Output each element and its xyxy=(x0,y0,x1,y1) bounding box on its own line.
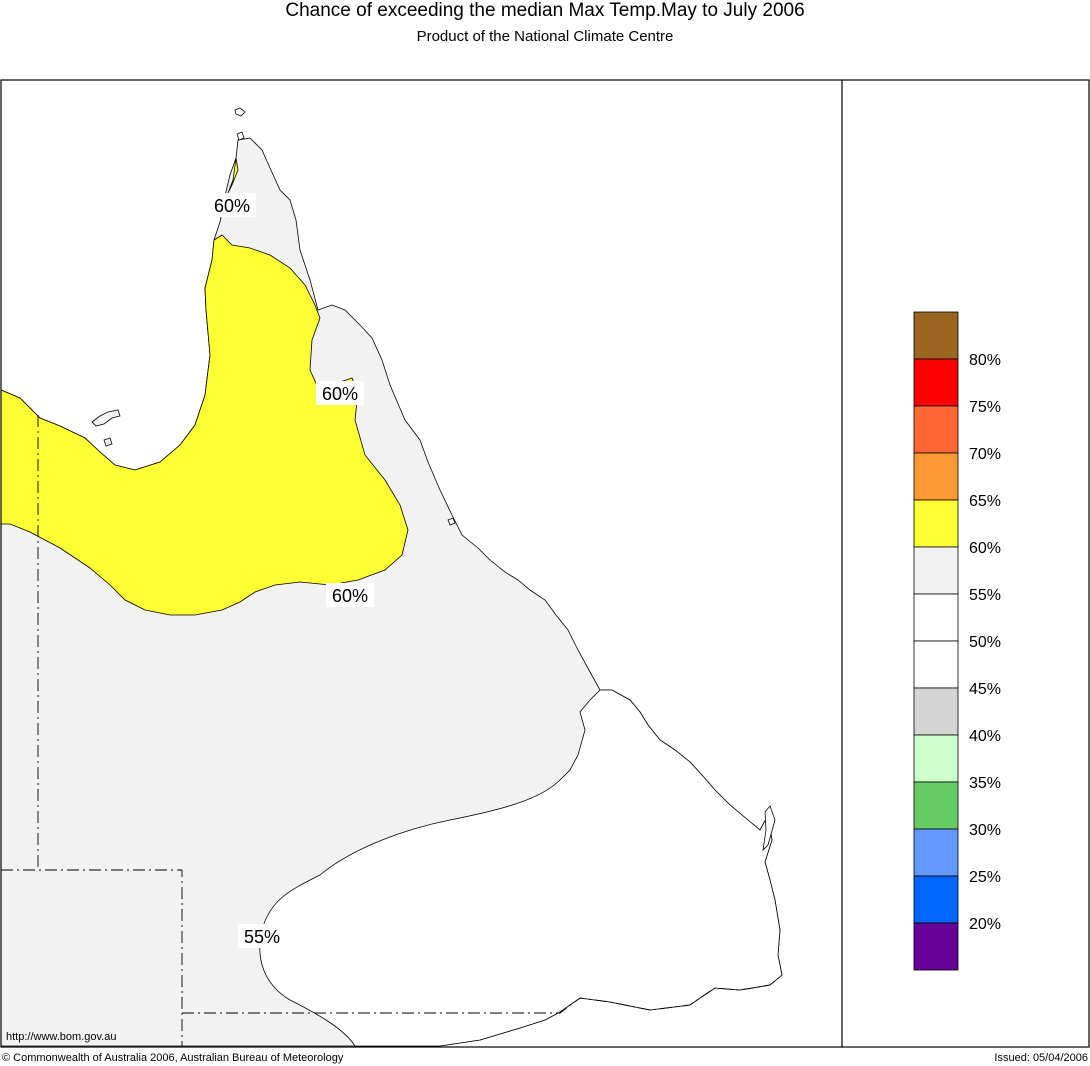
legend-label: 40% xyxy=(969,728,1001,745)
legend-swatch xyxy=(913,640,959,689)
white-50-55-zone xyxy=(259,689,783,1047)
island-fraser xyxy=(762,805,776,852)
island-east-1 xyxy=(447,517,456,526)
legend-swatch xyxy=(913,311,959,360)
legend-label: 60% xyxy=(969,540,1001,557)
contour-label: 60% xyxy=(326,583,374,607)
legend-swatch xyxy=(913,687,959,736)
contour-label-text: 60% xyxy=(214,196,250,216)
contour-label-text: 60% xyxy=(322,384,358,404)
island-torres-2 xyxy=(236,131,245,141)
copyright-text: © Commonwealth of Australia 2006, Austra… xyxy=(2,1052,344,1064)
page-subtitle: Product of the National Climate Centre xyxy=(416,28,674,45)
legend-swatch xyxy=(913,922,959,971)
outer-frame xyxy=(0,79,1090,1048)
legend-label: 55% xyxy=(969,587,1001,604)
contour-label: 60% xyxy=(208,193,256,217)
legend-label: 30% xyxy=(969,822,1001,839)
island-mornington xyxy=(91,409,121,427)
state-border-sa-nt xyxy=(1,869,183,1046)
page-title: Chance of exceeding the median Max Temp.… xyxy=(285,0,805,21)
yellow-cape-strip xyxy=(227,157,239,194)
contour-label-text: 55% xyxy=(244,927,280,947)
legend-label: 25% xyxy=(969,869,1001,886)
legend-swatch xyxy=(913,734,959,783)
legend-swatch xyxy=(913,358,959,407)
legend-label: 20% xyxy=(969,916,1001,933)
legend-label: 65% xyxy=(969,493,1001,510)
legend: 80% 75% 70% 65% 60% 55% 50% 45% 40% 35% 30% 25% 20% xyxy=(913,311,1001,971)
contour-label-text: 60% xyxy=(332,586,368,606)
legend-swatch xyxy=(913,452,959,501)
contour-label: 55% xyxy=(238,924,286,948)
legend-swatch xyxy=(913,781,959,830)
legend-label: 35% xyxy=(969,775,1001,792)
legend-swatch xyxy=(913,828,959,877)
url-text: http://www.bom.gov.au xyxy=(6,1031,117,1043)
island-small-1 xyxy=(103,437,113,447)
legend-swatch xyxy=(913,593,959,642)
legend-swatch xyxy=(913,875,959,924)
contour-label: 60% xyxy=(316,381,364,405)
legend-label: 80% xyxy=(969,352,1001,369)
legend-swatch xyxy=(913,499,959,548)
legend-swatch xyxy=(913,546,959,595)
yellow-60-65-zone xyxy=(0,234,409,616)
state-border-nsw-qld xyxy=(182,974,783,1014)
legend-label: 75% xyxy=(969,399,1001,416)
legend-swatch xyxy=(913,405,959,454)
island-torres-1 xyxy=(234,107,246,117)
legend-label: 70% xyxy=(969,446,1001,463)
legend-label: 50% xyxy=(969,634,1001,651)
issued-date: Issued: 05/04/2006 xyxy=(994,1052,1088,1064)
legend-label: 45% xyxy=(969,681,1001,698)
